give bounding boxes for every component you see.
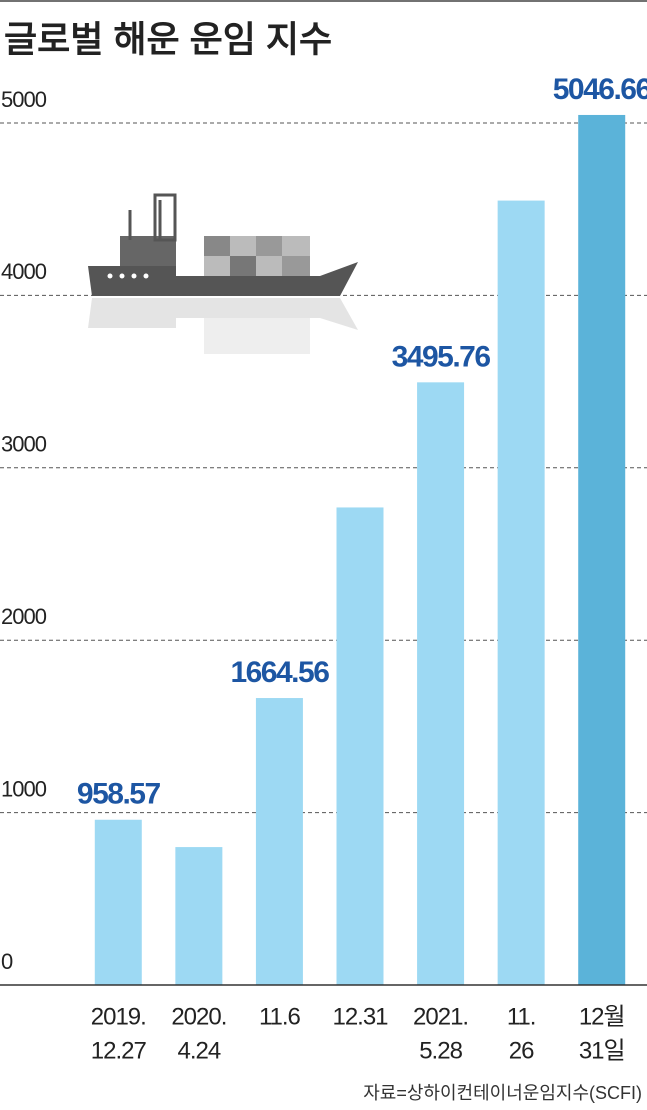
bar [175,847,223,985]
value-label: 1664.56 [230,656,329,689]
x-tick-label: 11.6 [259,1003,301,1030]
x-tick-label: 12.31 [332,1003,388,1030]
bar [336,507,384,985]
x-tick-label: 31일 [579,1037,625,1064]
y-tick-label: 1000 [1,776,47,801]
bar [417,382,465,986]
y-tick-label: 3000 [1,432,47,457]
ship-illustration [88,193,358,354]
x-tick-label: 2020. [171,1003,226,1030]
x-tick-label: 12.27 [91,1037,147,1064]
x-tick-label: 2021. [413,1003,468,1030]
bar [578,114,626,986]
y-tick-label: 5000 [1,87,47,112]
value-label: 958.57 [77,778,161,811]
y-tick-label: 4000 [1,259,47,284]
chart-title: 글로벌 해운 운임 지수 [4,19,332,60]
y-tick-label: 0 [1,949,13,974]
bar [255,698,303,985]
x-tick-label: 12월 [579,1003,625,1030]
bar [497,200,545,985]
x-tick-label: 5.28 [419,1037,462,1064]
x-tick-label: 11. [507,1003,536,1030]
bar [94,819,142,985]
value-label: 5046.66 [553,73,647,106]
value-label: 3495.76 [392,340,491,373]
source-note: 자료=상하이컨테이너운임지수(SCFI) [363,1083,642,1103]
x-tick-label: 2019. [91,1003,146,1030]
x-tick-label: 26 [509,1037,534,1064]
y-tick-label: 2000 [1,604,47,629]
x-tick-label: 4.24 [177,1037,220,1064]
